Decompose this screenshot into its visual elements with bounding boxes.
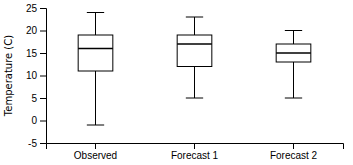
y-tick-label: 20 [26, 25, 38, 36]
x-tick-mark [194, 143, 195, 149]
y-axis-line [40, 9, 47, 144]
boxes [78, 13, 311, 126]
median [78, 48, 113, 50]
box [78, 35, 113, 71]
y-tick-label: 25 [26, 3, 38, 14]
whisker-high [194, 17, 195, 35]
x-axis-line [47, 144, 344, 150]
y-tick-mark [40, 76, 46, 77]
y-tick: 20 [26, 25, 46, 36]
x-tick: Forecast 2 [270, 143, 318, 161]
whisker-low [95, 71, 96, 125]
y-tick-mark [40, 53, 46, 54]
median [177, 43, 212, 45]
median [276, 52, 311, 54]
y-tick-label: 10 [26, 70, 38, 81]
y-tick-mark [40, 8, 46, 9]
y-tick: 5 [31, 93, 46, 104]
box [177, 35, 212, 67]
y-tick: 0 [31, 115, 46, 126]
chart: -5 0 5 10 15 20 25 Observed Forecast 1 Forecast 2… [0, 0, 353, 165]
cap-low [186, 98, 203, 99]
cap-low [87, 125, 104, 126]
cap-high [285, 30, 302, 31]
box-plot [177, 17, 212, 98]
cap-low [285, 98, 302, 99]
x-tick-mark [293, 143, 294, 149]
y-tick: -5 [28, 138, 46, 149]
box-plot [78, 13, 113, 126]
box-plot [276, 31, 311, 99]
y-tick: 10 [26, 70, 46, 81]
whisker-high [95, 13, 96, 36]
whisker-high [293, 31, 294, 45]
plot: -5 0 5 10 15 20 25 Observed Forecast 1 Forecast 2… [3, 3, 344, 161]
y-tick: 25 [26, 3, 46, 14]
x-tick: Forecast 1 [171, 143, 219, 161]
cap-high [87, 12, 104, 13]
y-tick-mark [40, 143, 46, 144]
x-axis: Observed Forecast 1 Forecast 2 [47, 143, 344, 161]
y-tick-mark [40, 31, 46, 32]
y-tick-label: -5 [28, 138, 37, 149]
y-tick-label: 15 [26, 48, 38, 59]
y-tick-mark [40, 121, 46, 122]
y-tick-label: 5 [31, 93, 37, 104]
y-axis-title: Temperature (C) [3, 35, 14, 117]
box [276, 44, 311, 62]
whisker-low [293, 62, 294, 98]
x-tick-label: Observed [74, 150, 117, 161]
x-tick-label: Forecast 1 [171, 150, 219, 161]
y-tick-label: 0 [31, 115, 37, 126]
y-tick: 15 [26, 48, 46, 59]
cap-high [186, 17, 203, 18]
x-tick-mark [95, 143, 96, 149]
whisker-low [194, 67, 195, 99]
x-tick: Observed [74, 143, 117, 161]
x-tick-label: Forecast 2 [270, 150, 318, 161]
y-axis: -5 0 5 10 15 20 25 [26, 3, 47, 149]
y-tick-mark [40, 98, 46, 99]
